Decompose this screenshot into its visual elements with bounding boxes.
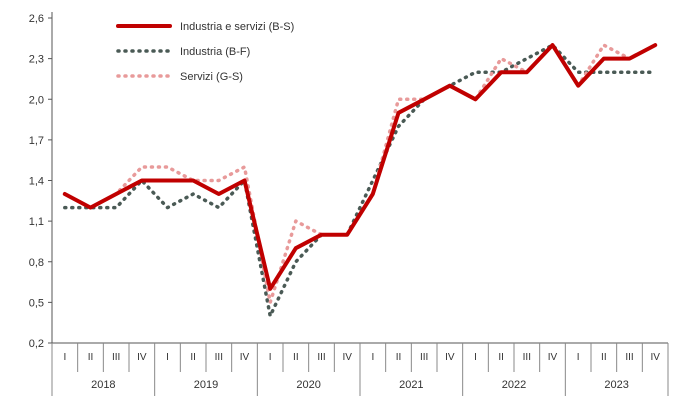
y-tick-label: 2,3 (29, 54, 44, 66)
series-line-servizi (63, 43, 657, 305)
y-tick-label: 1,1 (29, 216, 44, 228)
x-tick-label-quarter: I (577, 352, 580, 363)
series-line-industria-e-servizi (62, 43, 658, 291)
x-tick-label-quarter: III (215, 352, 223, 363)
legend: Industria e servizi (B-S) Industria (B-F)… (116, 21, 294, 83)
x-tick-label-quarter: I (166, 352, 169, 363)
x-tick-label-quarter: III (112, 352, 120, 363)
x-tick-label-year: 2020 (296, 379, 320, 391)
x-tick-label-quarter: IV (445, 352, 455, 363)
legend-label: Industria (B-F) (180, 46, 250, 58)
x-tick-label-quarter: III (523, 352, 531, 363)
x-tick-label-quarter: II (601, 352, 607, 363)
x-tick-label-year: 2022 (502, 379, 526, 391)
x-tick-label-quarter: I (63, 352, 66, 363)
x-tick-label-year: 2023 (604, 379, 628, 391)
x-tick-label-quarter: II (396, 352, 402, 363)
x-tick-label-quarter: IV (137, 352, 147, 363)
series-line-industria (63, 43, 657, 318)
x-tick-label-quarter: III (317, 352, 325, 363)
x-tick-label-quarter: IV (548, 352, 558, 363)
legend-label: Industria e servizi (B-S) (180, 21, 294, 33)
y-tick-label: 2,6 (29, 13, 44, 25)
x-tick-label-quarter: II (88, 352, 94, 363)
x-tick-label-quarter: II (293, 352, 299, 363)
x-tick-label-quarter: III (420, 352, 428, 363)
x-tick-label-quarter: I (474, 352, 477, 363)
axes-group (48, 12, 669, 396)
y-tick-label: 2,0 (29, 94, 44, 106)
series-group (62, 43, 658, 318)
y-tick-label: 0,8 (29, 257, 44, 269)
x-tick-label-quarter: I (371, 352, 374, 363)
ticks-group: 2,62,32,01,71,41,10,80,50,2I II III IV I II II… (29, 13, 661, 391)
x-tick-label-quarter: IV (342, 352, 352, 363)
x-tick-label-quarter: II (190, 352, 196, 363)
x-tick-label-year: 2021 (399, 379, 423, 391)
x-tick-label-quarter: IV (240, 352, 250, 363)
y-tick-label: 1,4 (29, 176, 44, 188)
legend-label: Servizi (G-S) (180, 71, 243, 83)
y-tick-label: 1,7 (29, 135, 44, 147)
y-tick-label: 0,5 (29, 297, 44, 309)
x-tick-label-quarter: III (625, 352, 633, 363)
y-tick-label: 0,2 (29, 338, 44, 350)
x-tick-label-quarter: IV (650, 352, 660, 363)
x-tick-label-quarter: II (498, 352, 504, 363)
x-tick-label-year: 2018 (91, 379, 115, 391)
x-tick-label-year: 2019 (194, 379, 218, 391)
x-tick-label-quarter: I (269, 352, 272, 363)
